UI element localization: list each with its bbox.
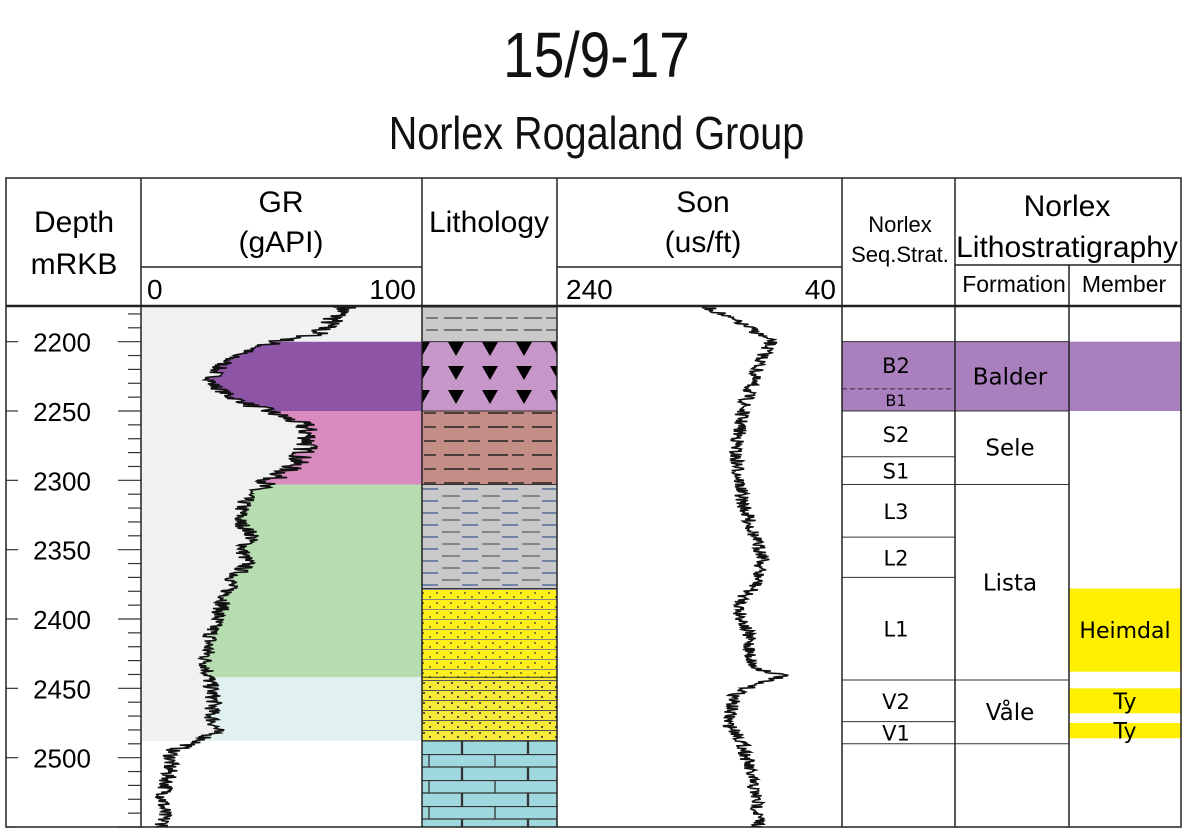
formation-label: Balder (973, 364, 1048, 390)
lithology-interval-sand-mixed (422, 677, 557, 742)
gr-fill-zone-1 (204, 341, 422, 411)
son-header-name: Son (676, 186, 729, 219)
lithology-interval-grey-shale-laminated (422, 484, 557, 589)
member-column: Heimdal Ty Ty (842, 341, 1181, 745)
log-header: Depth mRKB GR (gAPI) 0 100 Lithology Son… (31, 186, 1178, 305)
gr-log-curve (154, 306, 357, 828)
litho-header-line1: Norlex (1024, 190, 1111, 223)
gr-fill-zone-4 (196, 677, 422, 741)
depth-tick-label: 2200 (33, 328, 91, 358)
log-grid-frame (5, 177, 1182, 828)
well-subtitle: Norlex Rogaland Group (388, 107, 805, 159)
gr-header-unit: (gAPI) (238, 226, 323, 259)
litho-header-line2: Lithostratigraphy (956, 231, 1178, 264)
member-label: Ty (1112, 720, 1136, 745)
lithology-interval-chalk (422, 741, 557, 827)
depth-tick-label: 2400 (33, 605, 91, 635)
depth-axis: 2200 2250 2300 2350 2400 2450 2500 (6, 313, 141, 828)
lithology-interval-grey-shale (422, 307, 557, 342)
seq-unit-label: L2 (883, 546, 908, 570)
seq-unit-label: L1 (883, 618, 908, 642)
depth-tick-label: 2500 (33, 744, 91, 774)
seq-unit-label: V2 (882, 690, 910, 714)
member-band-1 (842, 341, 1181, 411)
sonic-log-curve (701, 306, 790, 828)
lithology-interval-sand-shale (422, 588, 557, 678)
seq-unit-label: S1 (883, 460, 910, 484)
gr-fill-zone-2 (256, 411, 422, 485)
member-subheader: Member (1082, 271, 1167, 297)
member-band-3 (1069, 688, 1181, 714)
formation-column: Balder Sele Lista Våle (955, 341, 1069, 745)
depth-header-line2: mRKB (31, 248, 118, 281)
depth-tick-label: 2250 (33, 397, 91, 427)
seq-strat-column: B2 B1 S2 S1 L3 L2 L1 V2 V1 (842, 341, 955, 746)
lithology-interval-red-shale (422, 411, 557, 485)
formation-label: Våle (986, 698, 1035, 726)
seq-unit-label: L3 (883, 500, 908, 524)
seq-unit-label: B1 (885, 391, 906, 410)
formation-label: Lista (983, 570, 1037, 596)
gr-header-name: GR (259, 186, 304, 219)
gr-track-lower-background (141, 741, 422, 827)
gr-scale-min: 0 (147, 274, 163, 305)
lithology-header: Lithology (429, 206, 549, 239)
seq-header-line1: Norlex (868, 212, 932, 237)
son-scale-left: 240 (566, 274, 613, 305)
member-band-2 (1069, 588, 1181, 672)
lithology-interval-tuff (422, 341, 557, 411)
gr-scale-max: 100 (369, 274, 416, 305)
depth-header-line1: Depth (34, 206, 114, 239)
depth-tick-label: 2450 (33, 674, 91, 704)
son-scale-right: 40 (805, 274, 836, 305)
depth-tick-label: 2350 (33, 536, 91, 566)
lithology-column (422, 306, 557, 827)
seq-unit-label: V1 (882, 722, 910, 746)
seq-unit-label: B2 (882, 354, 910, 378)
depth-tick-label: 2300 (33, 466, 91, 496)
seq-unit-label: S2 (883, 423, 910, 447)
member-band-4 (1069, 723, 1181, 739)
formation-label: Sele (985, 436, 1034, 462)
member-label: Heimdal (1079, 619, 1170, 644)
well-title: 15/9-17 (503, 19, 690, 91)
son-header-unit: (us/ft) (665, 226, 742, 259)
seq-header-line2: Seq.Strat. (851, 242, 949, 267)
formation-subheader: Formation (962, 271, 1066, 297)
member-label: Ty (1112, 690, 1136, 715)
